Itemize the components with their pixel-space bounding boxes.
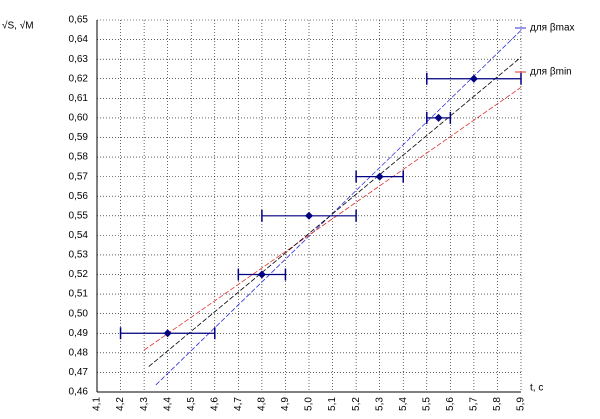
x-tick-label: 4,4 [162,397,173,411]
data-point [434,113,443,122]
y-tick-label: 0,64 [69,34,89,45]
y-tick-label: 0,49 [69,328,89,339]
data-point [305,211,313,220]
x-tick-label: 5,8 [492,397,503,411]
data-point [469,74,478,83]
x-tick-label: 5,4 [398,397,409,411]
y-tick-label: 0,65 [69,15,89,26]
y-tick-label: 0,58 [69,152,89,163]
x-tick-label: 4,7 [233,397,244,411]
x-tick-label: 5,2 [351,397,362,411]
fit-line [148,56,522,367]
x-tick-label: 5,5 [421,397,432,411]
y-tick-label: 0,57 [69,171,89,182]
y-tick-label: 0,53 [69,250,89,261]
x-tick-label: 4,6 [209,397,220,411]
y-tick-label: 0,55 [69,210,89,221]
y-tick-label: 0,52 [69,269,89,280]
y-tick-label: 0,56 [69,191,89,202]
y-tick-label: 0,54 [69,230,89,241]
x-tick-label: 4,3 [139,397,150,411]
x-tick-label: 4,5 [186,397,197,411]
x-tick-label: 5,1 [327,397,338,411]
x-tick-label: 5,0 [304,397,315,411]
fit-line [155,30,522,386]
y-tick-label: 0,51 [69,289,89,300]
y-tick-label: 0,63 [69,54,89,65]
fit-line [143,87,522,351]
y-tick-label: 0,46 [69,387,89,398]
y-tick-label: 0,61 [69,93,89,104]
data-point [163,329,172,338]
data-point [375,172,384,181]
y-tick-label: 0,47 [69,367,89,378]
x-tick-label: 5,9 [516,397,527,411]
y-tick-label: 0,48 [69,347,89,358]
x-axis-label: t, c [530,383,543,394]
x-tick-label: 4,9 [280,397,291,411]
x-tick-label: 5,3 [374,397,385,411]
legend-label: для βmin [530,67,572,78]
x-tick-label: 4,1 [92,397,103,411]
x-tick-label: 5,6 [445,397,456,411]
legend-label: для βmax [530,23,575,34]
x-tick-label: 4,2 [115,397,126,411]
y-tick-label: 0,62 [69,73,89,84]
x-tick-label: 5,7 [469,397,480,411]
y-tick-label: 0,59 [69,132,89,143]
data-point [257,270,266,279]
y-tick-label: 0,60 [69,113,89,124]
x-tick-label: 4,8 [257,397,268,411]
y-tick-label: 0,50 [69,308,89,319]
y-axis-label: √S, √M [2,20,34,32]
